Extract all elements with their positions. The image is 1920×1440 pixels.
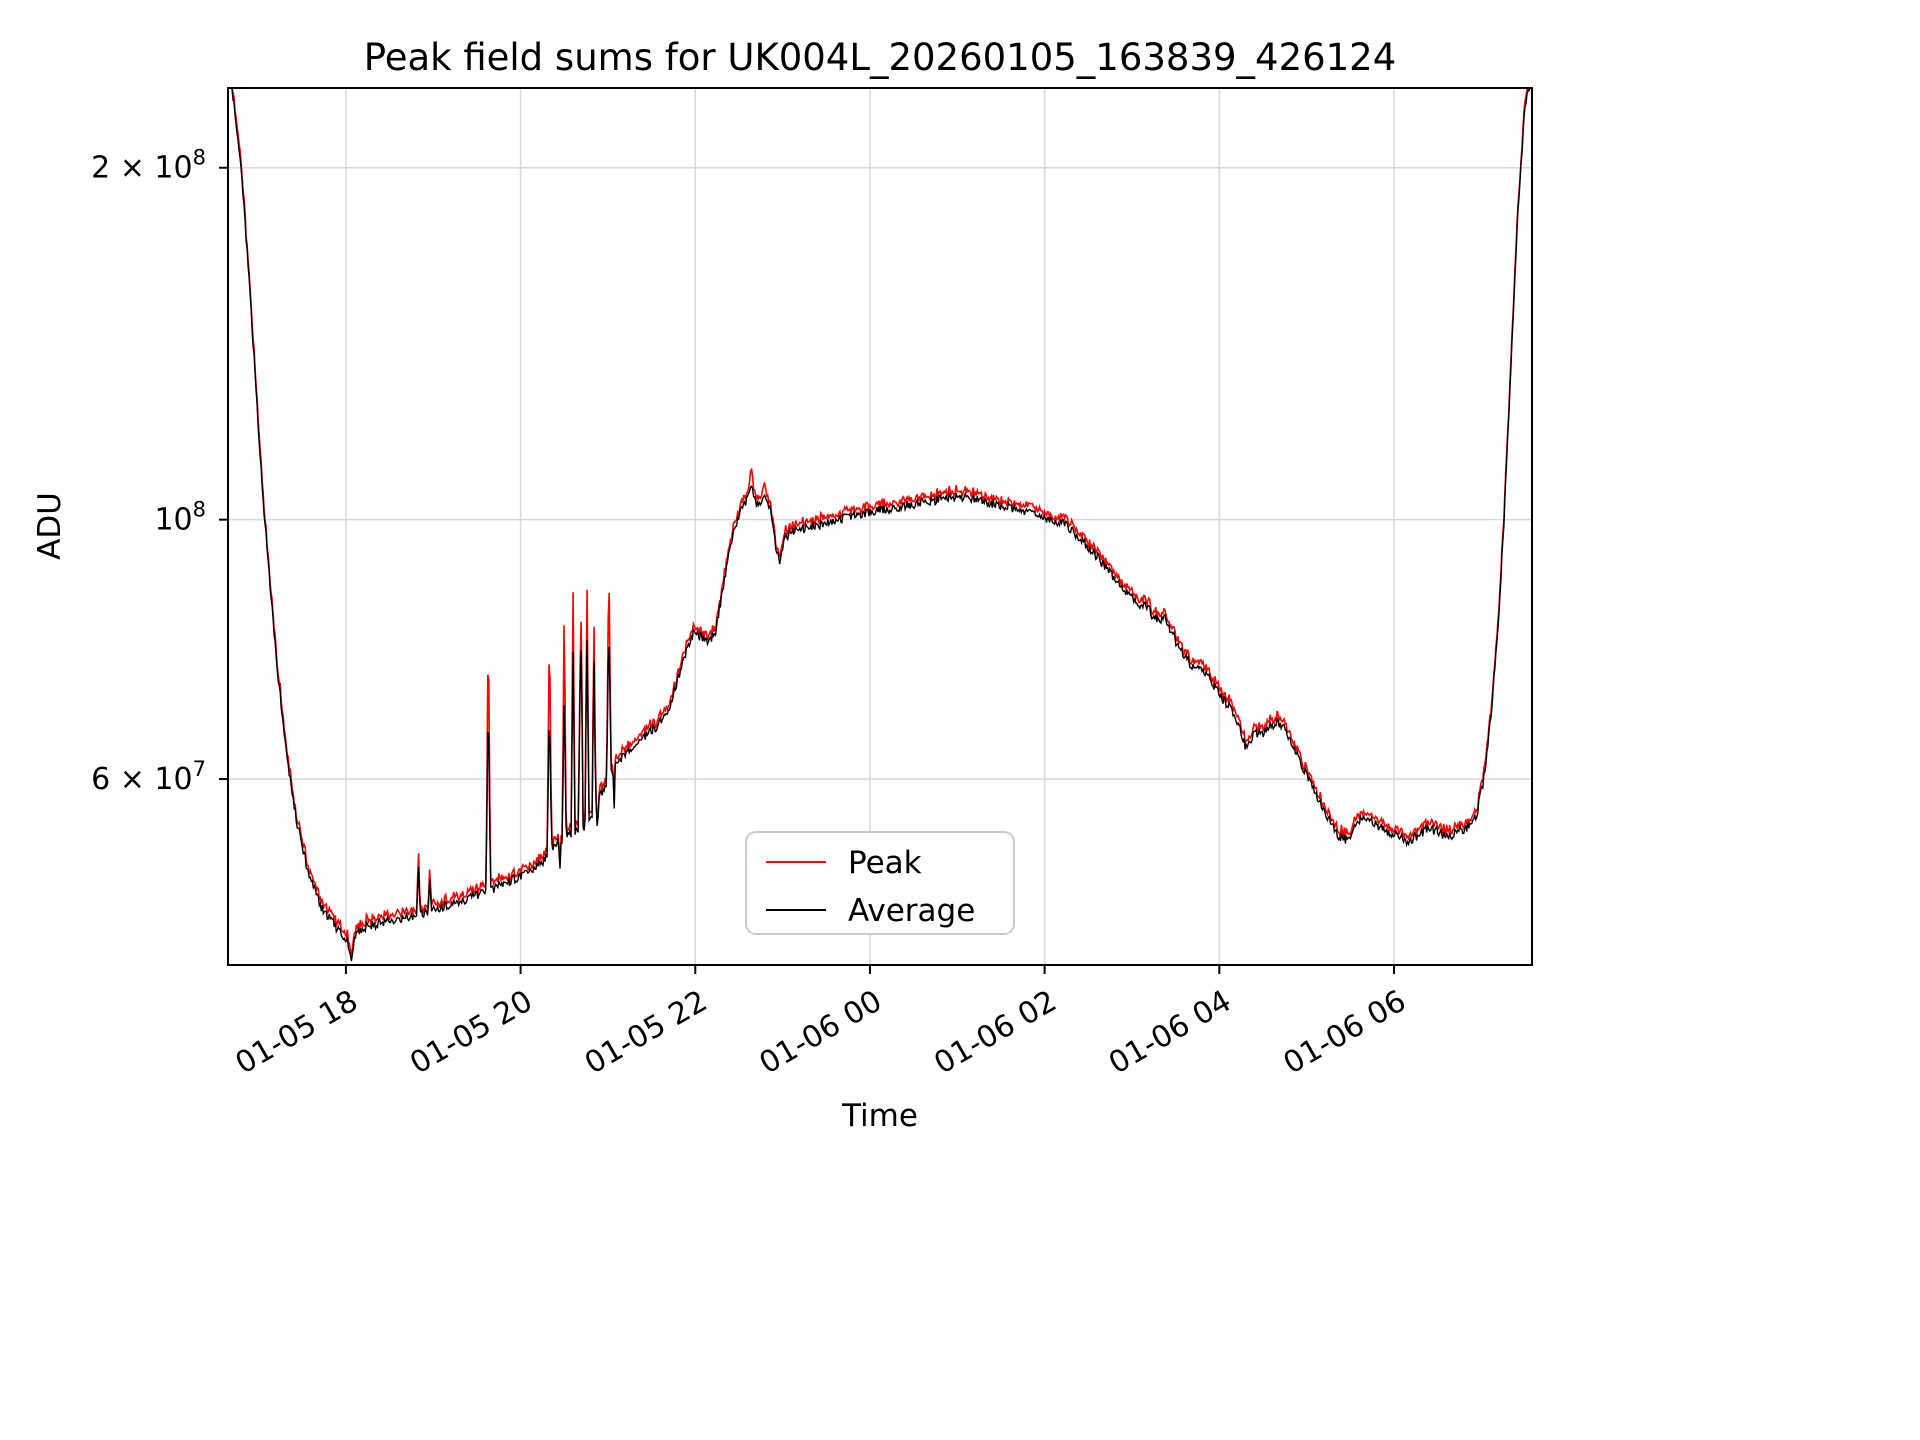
x-tick-label-4: 01-06 02	[928, 984, 1062, 1082]
plot-border	[227, 87, 1533, 966]
x-tick-label-3: 01-06 00	[754, 984, 888, 1082]
x-axis-label: Time	[842, 1098, 918, 1134]
y-tick-label-1: 108	[154, 498, 206, 538]
series-average-line	[228, 88, 1532, 962]
x-tick-label-1: 01-05 20	[404, 984, 538, 1082]
legend-label-average: Average	[848, 893, 975, 929]
x-tick-label-5: 01-06 04	[1103, 984, 1237, 1082]
x-tick-label-2: 01-05 22	[579, 984, 713, 1082]
y-tick-label-0: 2 × 108	[91, 146, 206, 186]
series-peak-line	[228, 88, 1532, 956]
x-tick-label-0: 01-05 18	[230, 984, 364, 1082]
x-tick-label-6: 01-06 06	[1278, 984, 1412, 1082]
y-tick-label-2: 6 × 107	[91, 757, 206, 797]
legend-label-peak: Peak	[848, 845, 922, 881]
chart-title: Peak field sums for UK004L_20260105_1638…	[363, 36, 1397, 79]
legend-box	[745, 831, 1015, 935]
